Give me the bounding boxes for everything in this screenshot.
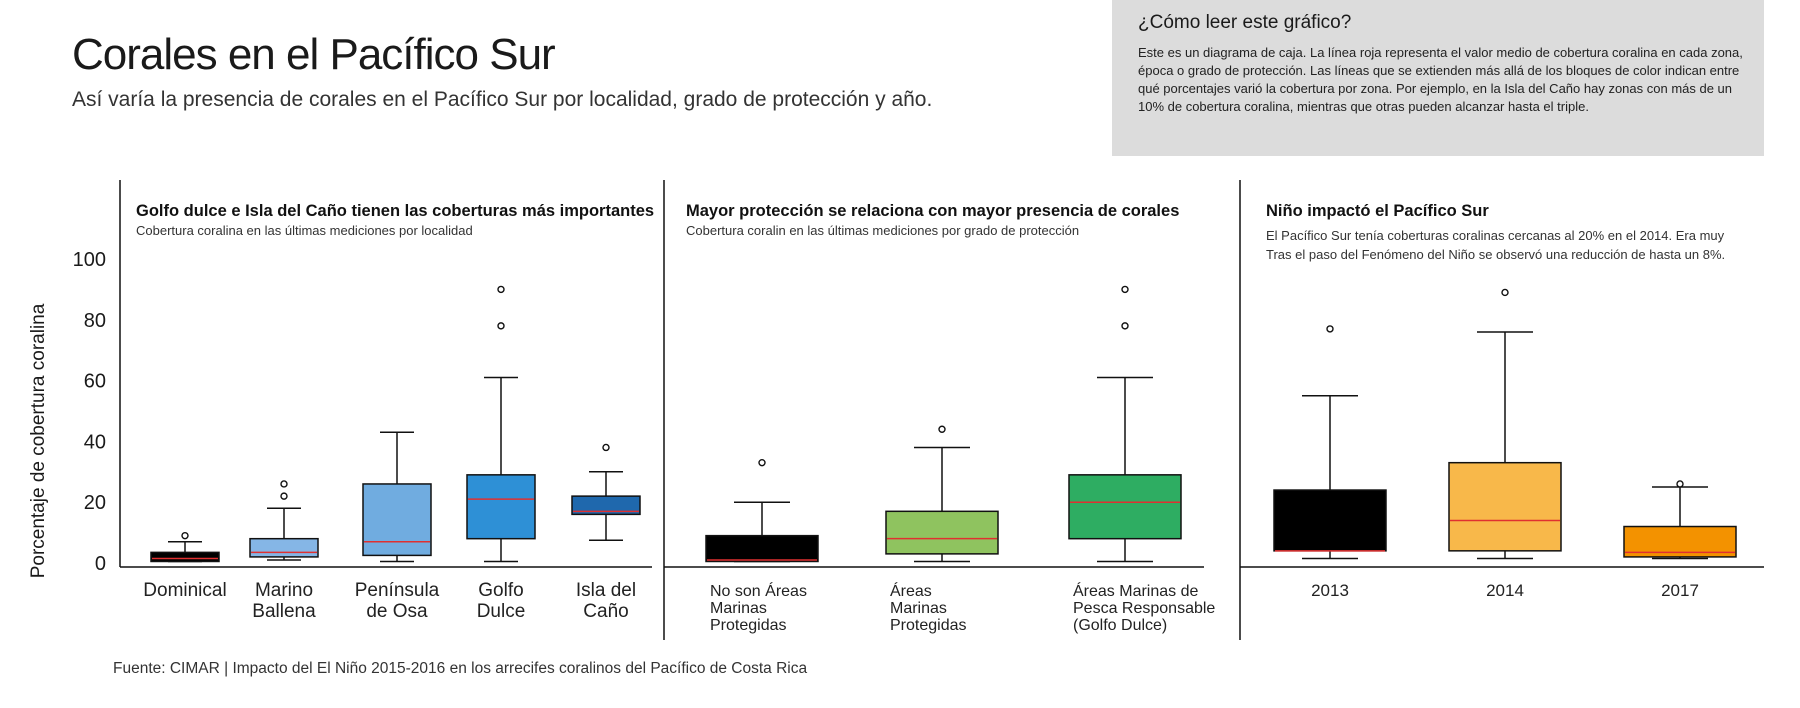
box bbox=[150, 551, 220, 563]
x-category-label: Protegidas bbox=[890, 617, 967, 634]
panel-subtitle: Cobertura coralina en las últimas medici… bbox=[136, 223, 473, 238]
x-category-label: No son Áreas bbox=[710, 581, 807, 600]
outlier-point bbox=[602, 443, 610, 452]
y-tick-label: 40 bbox=[84, 431, 106, 453]
panel-subtitle-line: El Pacífico Sur tenía coberturas coralin… bbox=[1266, 228, 1725, 243]
page-subtitle: Así varía la presencia de corales en el … bbox=[72, 88, 933, 111]
x-category-label: 2014 bbox=[1486, 581, 1524, 600]
x-category-label: Protegidas bbox=[710, 617, 787, 634]
outlier-point bbox=[1326, 325, 1334, 333]
outlier-point bbox=[938, 425, 946, 433]
x-category-label: Isla del bbox=[576, 580, 636, 601]
panel-subtitle: Cobertura coralin en las últimas medicio… bbox=[686, 223, 1079, 238]
outlier-point bbox=[497, 285, 505, 294]
box bbox=[362, 483, 432, 557]
x-category-label: Ballena bbox=[252, 601, 316, 622]
x-category-label: Península bbox=[355, 580, 440, 601]
outlier-point bbox=[280, 492, 288, 500]
panel-title: Niño impactó el Pacífico Sur bbox=[1266, 202, 1489, 220]
panel-title: Mayor protección se relaciona con mayor … bbox=[686, 202, 1179, 220]
x-category-label: Golfo bbox=[478, 580, 523, 601]
outlier-point bbox=[1676, 480, 1684, 488]
y-tick-label: 20 bbox=[84, 492, 106, 514]
x-category-label: Áreas Marinas de bbox=[1073, 581, 1198, 600]
x-category-label: Áreas bbox=[890, 581, 932, 600]
box bbox=[571, 495, 641, 516]
x-category-label: Marinas bbox=[710, 600, 767, 617]
x-category-label: 2013 bbox=[1311, 581, 1349, 600]
x-category-label: Pesca Responsable bbox=[1073, 600, 1215, 617]
box bbox=[705, 534, 819, 563]
outlier-point bbox=[1121, 322, 1129, 330]
help-title: ¿Cómo leer este gráfico? bbox=[1138, 12, 1352, 33]
box bbox=[885, 510, 999, 555]
x-category-label: Caño bbox=[583, 601, 628, 622]
x-category-label: Dulce bbox=[477, 601, 526, 622]
outlier-point bbox=[1121, 285, 1129, 294]
panel-title: Golfo dulce e Isla del Caño tienen las c… bbox=[136, 202, 654, 220]
x-category-label: Marino bbox=[255, 580, 313, 601]
page-title: Corales en el Pacífico Sur bbox=[72, 30, 556, 79]
source-note: Fuente: CIMAR | Impacto del El Niño 2015… bbox=[113, 660, 808, 677]
box bbox=[466, 474, 536, 540]
y-tick-label: 100 bbox=[73, 249, 106, 271]
x-category-label: de Osa bbox=[366, 601, 428, 622]
x-category-label: Dominical bbox=[143, 580, 226, 601]
x-category-label: 2017 bbox=[1661, 581, 1699, 600]
outlier-point bbox=[1501, 288, 1509, 297]
outlier-point bbox=[280, 480, 288, 488]
box bbox=[249, 537, 319, 558]
y-axis-label: Porcentaje de cobertura coralina bbox=[28, 303, 49, 578]
outlier-point bbox=[758, 458, 766, 467]
box bbox=[1068, 474, 1182, 540]
help-box: ¿Cómo leer este gráfico? Este es un diag… bbox=[1112, 0, 1764, 156]
box bbox=[1448, 461, 1562, 552]
x-category-label: Marinas bbox=[890, 600, 947, 617]
y-tick-label: 60 bbox=[84, 371, 106, 393]
y-tick-label: 0 bbox=[95, 553, 106, 575]
outlier-point bbox=[497, 322, 505, 330]
box bbox=[1273, 489, 1387, 552]
panel-subtitle-line: Tras el paso del Fenómeno del Niño se ob… bbox=[1266, 247, 1725, 262]
x-category-label: (Golfo Dulce) bbox=[1073, 617, 1167, 634]
outlier-point bbox=[181, 531, 189, 540]
y-tick-label: 80 bbox=[84, 310, 106, 332]
help-text: Este es un diagrama de caja. La línea ro… bbox=[1138, 45, 1743, 114]
